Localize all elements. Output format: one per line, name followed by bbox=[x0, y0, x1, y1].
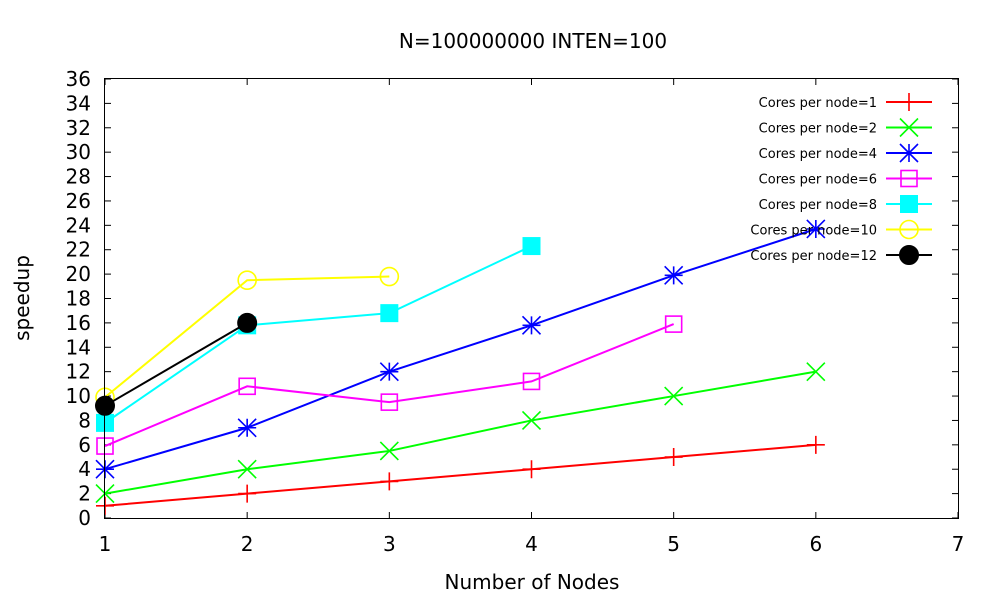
series-6 bbox=[95, 266, 400, 408]
data-point bbox=[237, 312, 258, 333]
legend: Cores per node=1 Cores per node=2 Cores pe… bbox=[750, 93, 932, 265]
series-4 bbox=[96, 315, 683, 455]
data-point bbox=[900, 169, 918, 188]
x-tick-label: 4 bbox=[525, 532, 538, 556]
x-axis-label: Number of Nodes bbox=[445, 570, 620, 594]
y-tick-label: 20 bbox=[66, 262, 91, 286]
y-tick-label: 2 bbox=[78, 482, 91, 506]
x-tick-label: 7 bbox=[952, 532, 965, 556]
legend-entry: Cores per node=6 bbox=[759, 169, 932, 188]
data-point bbox=[899, 143, 919, 163]
data-point bbox=[664, 448, 683, 467]
data-point bbox=[379, 362, 399, 382]
data-point bbox=[522, 460, 541, 479]
series-2 bbox=[95, 362, 826, 504]
series-line bbox=[104, 245, 532, 424]
legend-label: Cores per node=1 bbox=[759, 96, 877, 111]
legend-entry: Cores per node=2 bbox=[759, 117, 932, 138]
data-point bbox=[380, 472, 399, 491]
legend-entry: Cores per node=4 bbox=[759, 143, 932, 163]
data-point bbox=[237, 459, 257, 479]
data-point bbox=[521, 410, 542, 431]
y-tick-label: 14 bbox=[66, 335, 91, 359]
data-point bbox=[380, 304, 399, 323]
series-3 bbox=[95, 219, 826, 479]
y-tick-label: 4 bbox=[78, 457, 91, 481]
y-tick-label: 0 bbox=[78, 506, 91, 530]
x-tick-label: 6 bbox=[809, 532, 822, 556]
y-tick-label: 24 bbox=[66, 213, 91, 237]
y-axis-label: speedup bbox=[10, 255, 34, 341]
series-line bbox=[104, 322, 248, 407]
series-layer bbox=[95, 219, 826, 515]
legend-entry: Cores per node=10 bbox=[750, 219, 932, 240]
data-point bbox=[238, 377, 256, 396]
data-point bbox=[806, 435, 825, 454]
legend-label: Cores per node=12 bbox=[750, 249, 877, 264]
y-tick-label: 8 bbox=[78, 408, 91, 432]
data-point bbox=[664, 265, 684, 285]
legend-label: Cores per node=8 bbox=[759, 198, 877, 213]
series-line bbox=[104, 323, 675, 447]
legend-entry: Cores per node=1 bbox=[759, 93, 932, 111]
series-1 bbox=[96, 435, 825, 515]
y-tick-label: 34 bbox=[66, 91, 91, 115]
series-5 bbox=[96, 237, 541, 432]
data-point bbox=[806, 362, 826, 382]
y-tick-label: 6 bbox=[78, 433, 91, 457]
series-line bbox=[104, 275, 390, 399]
y-tick-label: 10 bbox=[66, 384, 91, 408]
y-tick-label: 32 bbox=[66, 116, 91, 140]
data-point bbox=[380, 393, 399, 411]
series-7 bbox=[95, 312, 258, 416]
data-point bbox=[900, 93, 918, 111]
data-point bbox=[664, 386, 684, 406]
data-point bbox=[521, 315, 542, 335]
data-point bbox=[379, 266, 400, 287]
y-tick-label: 18 bbox=[66, 287, 91, 311]
data-point bbox=[379, 441, 399, 461]
y-tick-label: 12 bbox=[66, 360, 91, 384]
data-point bbox=[238, 484, 257, 503]
data-point bbox=[899, 245, 919, 265]
y-tick-label: 22 bbox=[66, 238, 91, 262]
x-tick-label: 3 bbox=[383, 532, 396, 556]
data-point bbox=[899, 219, 919, 240]
data-point bbox=[522, 372, 541, 391]
data-point bbox=[664, 315, 683, 333]
y-tick-label: 28 bbox=[66, 165, 91, 189]
legend-label: Cores per node=2 bbox=[759, 122, 877, 137]
legend-label: Cores per node=10 bbox=[750, 224, 877, 239]
legend-entry: Cores per node=8 bbox=[759, 195, 932, 213]
x-tick-label: 1 bbox=[99, 532, 112, 556]
y-tick-label: 30 bbox=[66, 140, 91, 164]
legend-label: Cores per node=6 bbox=[759, 173, 877, 188]
data-point bbox=[900, 195, 918, 213]
legend-label: Cores per node=4 bbox=[759, 147, 877, 162]
x-tick-label: 5 bbox=[667, 532, 680, 556]
x-tick-label: 2 bbox=[241, 532, 254, 556]
plot-frame bbox=[104, 78, 959, 519]
data-point bbox=[237, 418, 257, 438]
data-point bbox=[522, 237, 541, 256]
series-line bbox=[104, 370, 817, 495]
y-tick-label: 36 bbox=[66, 67, 91, 91]
series-line bbox=[104, 228, 817, 471]
chart-title: N=100000000 INTEN=100 bbox=[399, 29, 667, 53]
y-tick-label: 16 bbox=[66, 311, 91, 335]
data-point bbox=[237, 270, 257, 291]
data-point bbox=[899, 117, 919, 138]
legend-entry: Cores per node=12 bbox=[750, 245, 932, 265]
y-tick-label: 26 bbox=[66, 189, 91, 213]
series-line bbox=[104, 443, 816, 507]
data-point bbox=[806, 219, 826, 239]
